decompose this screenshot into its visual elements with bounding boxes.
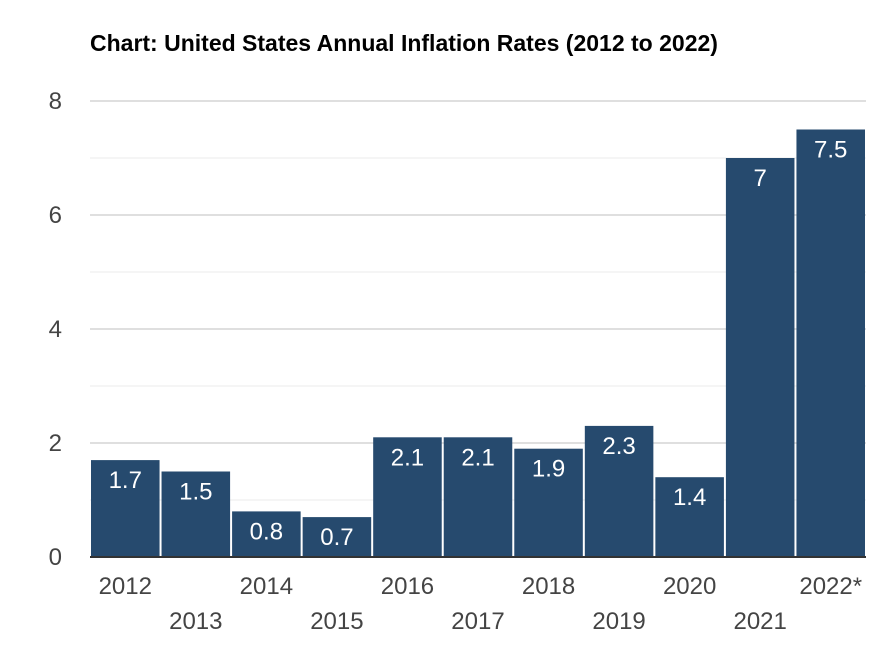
data-label: 0.8 [250, 518, 283, 545]
data-label: 2.3 [602, 433, 635, 460]
bar [514, 448, 583, 557]
bar [655, 477, 724, 557]
data-label: 1.4 [673, 484, 706, 511]
data-label: 7.5 [814, 137, 847, 164]
bar [725, 158, 795, 557]
y-tick-label: 6 [49, 202, 62, 229]
x-tick-label: 2021 [733, 608, 786, 635]
x-tick-label: 2020 [663, 573, 716, 600]
x-tick-label: 2016 [381, 573, 434, 600]
data-label: 1.7 [109, 467, 142, 494]
y-tick-label: 8 [49, 88, 62, 115]
bar [302, 517, 372, 557]
bar [91, 460, 160, 557]
bar [443, 437, 513, 557]
x-tick-label: 2012 [99, 573, 152, 600]
data-label: 7 [754, 165, 767, 192]
x-tick-label: 2018 [522, 573, 575, 600]
data-label: 2.1 [391, 444, 424, 471]
x-tick-label: 2017 [451, 608, 504, 635]
data-label: 1.5 [179, 479, 212, 506]
x-tick-label: 2022* [799, 573, 862, 600]
data-label: 0.7 [320, 524, 353, 551]
data-label: 2.1 [461, 444, 494, 471]
bar [161, 471, 231, 557]
data-label: 1.9 [532, 456, 565, 483]
y-tick-label: 4 [49, 316, 62, 343]
bar [796, 129, 865, 557]
bar [232, 511, 301, 557]
x-tick-label: 2014 [240, 573, 293, 600]
y-tick-label: 0 [49, 544, 62, 571]
x-tick-label: 2019 [592, 608, 645, 635]
x-tick-label: 2013 [169, 608, 222, 635]
bar [373, 437, 442, 557]
chart-title: Chart: United States Annual Inflation Ra… [90, 30, 718, 56]
x-tick-label: 2015 [310, 608, 363, 635]
bar [584, 425, 654, 557]
y-tick-label: 2 [49, 430, 62, 457]
